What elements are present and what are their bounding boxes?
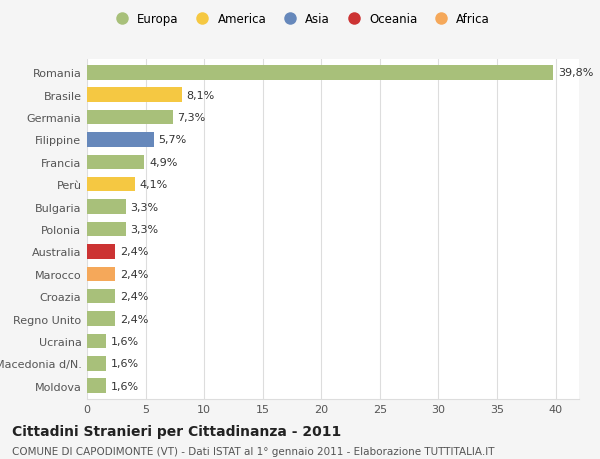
Text: 39,8%: 39,8% xyxy=(558,68,593,78)
Bar xyxy=(87,88,182,103)
Text: Cittadini Stranieri per Cittadinanza - 2011: Cittadini Stranieri per Cittadinanza - 2… xyxy=(12,425,341,438)
Text: 1,6%: 1,6% xyxy=(110,336,139,346)
Bar xyxy=(87,312,115,326)
Bar xyxy=(87,200,125,214)
Text: 5,7%: 5,7% xyxy=(158,135,187,145)
Bar xyxy=(87,289,115,304)
Bar xyxy=(87,245,115,259)
Bar xyxy=(87,356,106,371)
Text: 2,4%: 2,4% xyxy=(120,314,148,324)
Text: 4,1%: 4,1% xyxy=(140,180,168,190)
Text: 3,3%: 3,3% xyxy=(130,202,158,212)
Bar xyxy=(87,334,106,348)
Bar xyxy=(87,66,553,80)
Text: COMUNE DI CAPODIMONTE (VT) - Dati ISTAT al 1° gennaio 2011 - Elaborazione TUTTIT: COMUNE DI CAPODIMONTE (VT) - Dati ISTAT … xyxy=(12,446,494,456)
Bar xyxy=(87,267,115,281)
Bar xyxy=(87,379,106,393)
Bar xyxy=(87,111,173,125)
Text: 2,4%: 2,4% xyxy=(120,291,148,302)
Bar xyxy=(87,133,154,147)
Bar xyxy=(87,155,145,170)
Legend: Europa, America, Asia, Oceania, Africa: Europa, America, Asia, Oceania, Africa xyxy=(105,8,495,31)
Text: 1,6%: 1,6% xyxy=(110,381,139,391)
Text: 8,1%: 8,1% xyxy=(187,90,215,101)
Bar xyxy=(87,178,135,192)
Text: 2,4%: 2,4% xyxy=(120,247,148,257)
Bar xyxy=(87,222,125,237)
Text: 4,9%: 4,9% xyxy=(149,157,178,168)
Text: 7,3%: 7,3% xyxy=(177,113,205,123)
Text: 2,4%: 2,4% xyxy=(120,269,148,279)
Text: 1,6%: 1,6% xyxy=(110,358,139,369)
Text: 3,3%: 3,3% xyxy=(130,224,158,235)
